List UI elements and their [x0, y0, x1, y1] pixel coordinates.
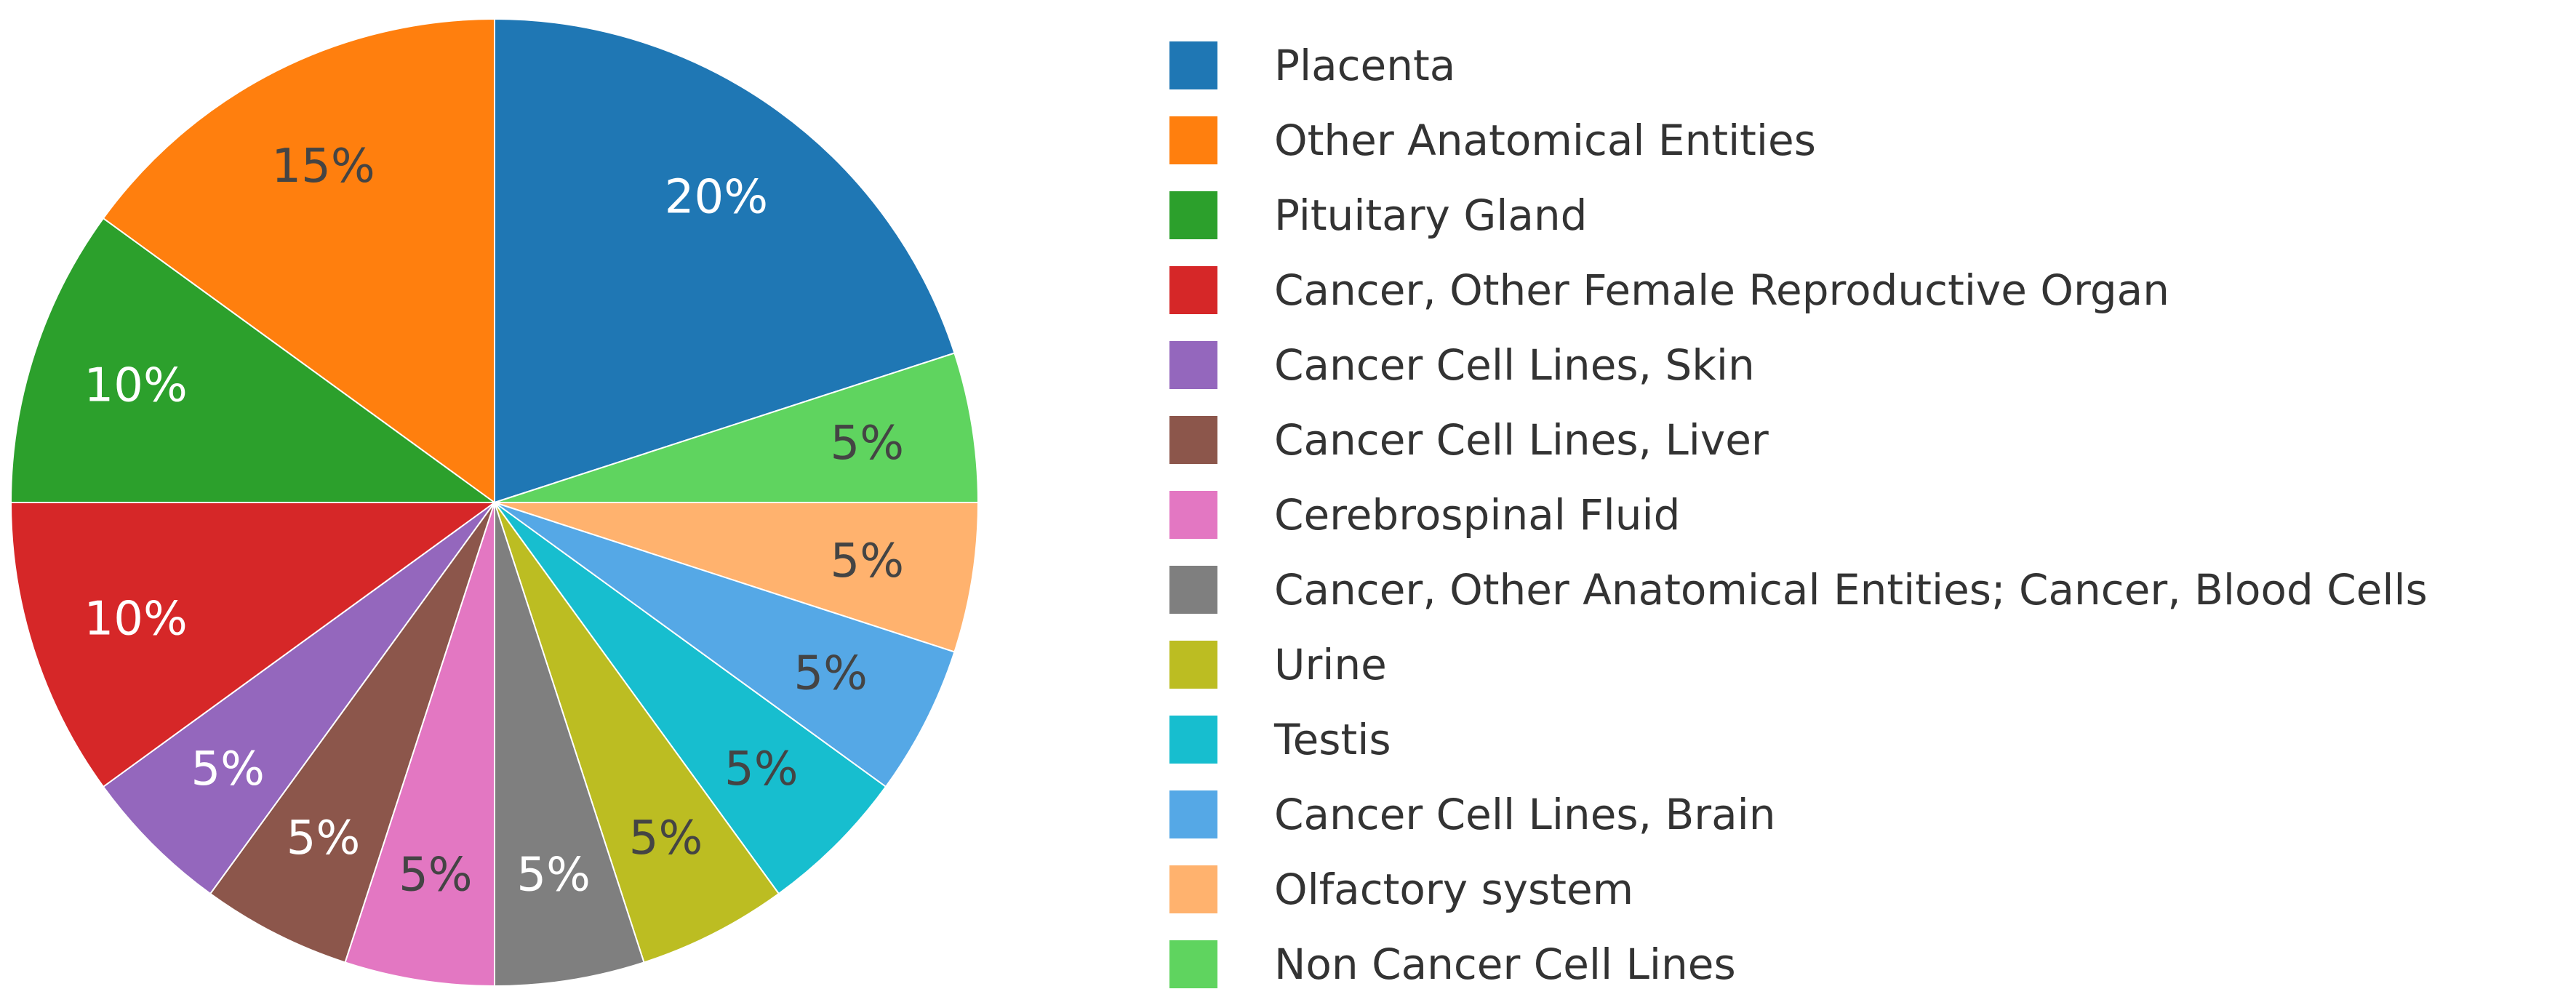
- legend-swatch: [1169, 341, 1217, 389]
- pie-slice-pituitary-gland: [9, 217, 497, 503]
- slice-value-label-cancer-other-anatomical-entities-cancer-blood-cells: 5%: [516, 848, 591, 902]
- slice-value-label-pituitary-gland: 10%: [84, 359, 188, 413]
- slice-value-label-cancer-cell-lines-skin: 5%: [191, 742, 265, 796]
- pie-slice-urine: [494, 502, 780, 964]
- pie-slices: [9, 17, 980, 988]
- legend-swatch: [1169, 940, 1217, 988]
- slice-value-label-testis: 5%: [724, 742, 799, 796]
- legend-label: Cancer, Other Anatomical Entities; Cance…: [1274, 565, 2428, 614]
- legend-label: Cancer Cell Lines, Brain: [1274, 790, 1776, 839]
- legend-item-cerebrospinal-fluid[interactable]: Cerebrospinal Fluid: [1169, 490, 1680, 540]
- pie-slice-cancer-other-anatomical-entities-cancer-blood-cells: [494, 502, 645, 988]
- pie-slice-placenta: [494, 17, 956, 504]
- pie-slice-cancer-cell-lines-brain: [494, 502, 956, 788]
- legend-swatch: [1169, 116, 1217, 164]
- legend-label: Pituitary Gland: [1274, 191, 1588, 240]
- pie-slice-testis: [494, 502, 887, 895]
- legend-label: Urine: [1274, 640, 1387, 689]
- legend-item-cancer-cell-lines-liver[interactable]: Cancer Cell Lines, Liver: [1169, 415, 1769, 465]
- slice-value-label-cerebrospinal-fluid: 5%: [399, 848, 473, 902]
- legend-swatch: [1169, 491, 1217, 539]
- legend-label: Placenta: [1274, 41, 1455, 90]
- slice-value-label-urine: 5%: [629, 812, 703, 865]
- legend-swatch: [1169, 865, 1217, 913]
- pie-slice-olfactory-system: [494, 502, 980, 653]
- slice-value-label-placenta: 20%: [665, 170, 768, 224]
- legend-item-non-cancer-cell-lines[interactable]: Non Cancer Cell Lines: [1169, 940, 1736, 989]
- slice-value-label-cancer-cell-lines-brain: 5%: [793, 646, 868, 700]
- legend: Placenta Other Anatomical Entities Pituita…: [1169, 41, 2428, 989]
- pie-slice-other-anatomical-entities: [102, 17, 495, 504]
- legend-swatch: [1169, 716, 1217, 764]
- legend-swatch: [1169, 641, 1217, 689]
- slice-value-label-cancer-other-female-reproductive-organ: 10%: [84, 592, 188, 646]
- legend-label: Cerebrospinal Fluid: [1274, 490, 1680, 540]
- legend-swatch: [1169, 41, 1217, 89]
- legend-swatch: [1169, 790, 1217, 838]
- legend-label: Cancer Cell Lines, Liver: [1274, 415, 1769, 465]
- legend-item-testis[interactable]: Testis: [1169, 715, 1391, 764]
- pie-slice-non-cancer-cell-lines: [494, 352, 980, 503]
- legend-label: Cancer, Other Female Reproductive Organ: [1274, 265, 2169, 315]
- slice-value-label-other-anatomical-entities: 15%: [271, 140, 375, 193]
- legend-swatch: [1169, 566, 1217, 614]
- legend-label: Other Anatomical Entities: [1274, 116, 1816, 165]
- legend-item-cancer-cell-lines-brain[interactable]: Cancer Cell Lines, Brain: [1169, 790, 1776, 839]
- legend-label: Non Cancer Cell Lines: [1274, 940, 1736, 989]
- legend-item-urine[interactable]: Urine: [1169, 640, 1387, 689]
- legend-swatch: [1169, 266, 1217, 314]
- pie-slice-cancer-cell-lines-skin: [102, 502, 495, 895]
- slice-value-label-olfactory-system: 5%: [831, 534, 905, 588]
- legend-label: Olfactory system: [1274, 865, 1633, 914]
- pie-slice-cerebrospinal-fluid: [344, 502, 495, 988]
- legend-label: Testis: [1273, 715, 1391, 764]
- pie-slice-cancer-cell-lines-liver: [209, 502, 495, 964]
- legend-item-cancer-cell-lines-skin[interactable]: Cancer Cell Lines, Skin: [1169, 340, 1755, 390]
- legend-swatch: [1169, 416, 1217, 464]
- legend-label: Cancer Cell Lines, Skin: [1274, 340, 1755, 390]
- pie-slice-cancer-other-female-reproductive-organ: [9, 502, 497, 788]
- slice-value-label-non-cancer-cell-lines: 5%: [831, 417, 905, 471]
- pie-slice-labels: 20% 5% 5% 5% 5% 5% 5% 5% 5% 5% 10% 10% 15%: [84, 140, 905, 902]
- slice-value-label-cancer-cell-lines-liver: 5%: [287, 812, 361, 865]
- legend-item-cancer-other-anatomical-entities-cancer-blood-cells[interactable]: Cancer, Other Anatomical Entities; Cance…: [1169, 565, 2428, 614]
- legend-item-other-anatomical-entities[interactable]: Other Anatomical Entities: [1169, 116, 1816, 165]
- legend-item-cancer-other-female-reproductive-organ[interactable]: Cancer, Other Female Reproductive Organ: [1169, 265, 2169, 315]
- legend-item-placenta[interactable]: Placenta: [1169, 41, 1455, 90]
- legend-swatch: [1169, 191, 1217, 239]
- legend-item-olfactory-system[interactable]: Olfactory system: [1169, 865, 1633, 914]
- legend-item-pituitary-gland[interactable]: Pituitary Gland: [1169, 191, 1588, 240]
